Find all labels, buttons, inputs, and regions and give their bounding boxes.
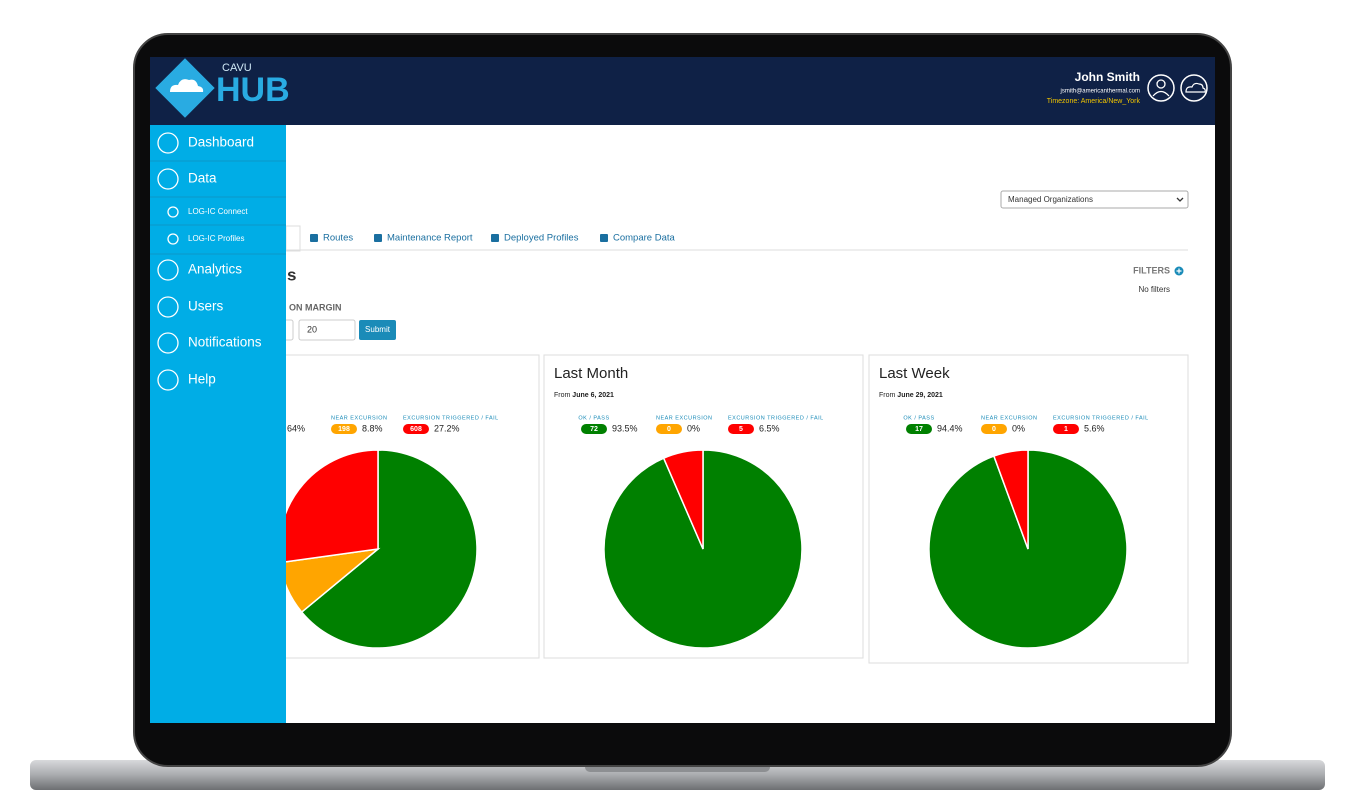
margin-input[interactable] [298, 319, 356, 341]
tab-icon [310, 234, 318, 242]
panel-title: Last Week [879, 365, 950, 382]
content: Managed Organizations s FILTERS No filte… [218, 190, 1189, 664]
tab[interactable]: Deployed Profiles [504, 233, 579, 244]
laptop-base [30, 760, 1325, 790]
nav-item[interactable]: Analytics [188, 262, 242, 277]
nav-icon [157, 296, 179, 318]
nav-icon [167, 233, 179, 245]
legend-badge [1053, 424, 1079, 434]
legend-count: 72 [590, 426, 598, 433]
legend-label: NEAR EXCURSION [981, 415, 1038, 421]
panel-title: Last Month [554, 365, 628, 382]
nav-item[interactable]: Notifications [188, 335, 262, 350]
legend-percent: 64% [287, 423, 305, 433]
profile-icon [1156, 79, 1166, 89]
nav-item[interactable]: Dashboard [188, 135, 254, 150]
logo-small: CAVU [222, 62, 252, 74]
nav-icon [157, 369, 179, 391]
date: June 6, 2021 [572, 392, 614, 399]
nav-icon [157, 168, 179, 190]
nav-item[interactable]: Data [188, 171, 217, 186]
legend-percent: 8.8% [362, 423, 383, 433]
header: CAVU HUB John Smith jsmith@americantherm… [150, 57, 1215, 125]
legend-count: 17 [915, 426, 923, 433]
section-title: s [287, 265, 296, 284]
margin-value: 20 [307, 324, 317, 334]
margin-label: ON MARGIN [289, 302, 342, 312]
tab-icon [491, 234, 499, 242]
date: June 29, 2021 [897, 392, 943, 399]
org-select-text: Managed Organizations [1008, 195, 1093, 204]
submit-text: Submit [365, 325, 391, 334]
legend-label: EXCURSION TRIGGERED / FAIL [403, 415, 499, 421]
filters-label[interactable]: FILTERS [1133, 265, 1170, 275]
legend-label: OK / PASS [903, 415, 934, 421]
pie-slice [300, 449, 478, 649]
profile-icon [1152, 90, 1170, 97]
legend-percent: 0% [1012, 423, 1025, 433]
legend-count: 0 [992, 426, 996, 433]
legend-label: NEAR EXCURSION [331, 415, 388, 421]
nav-icon [157, 332, 179, 354]
nav-item[interactable]: Users [188, 299, 224, 314]
legend-percent: 93.5% [612, 423, 638, 433]
legend-count: 1 [1064, 426, 1068, 433]
tab-icon [600, 234, 608, 242]
legend-label: NEAR EXCURSION [656, 415, 713, 421]
profile-button[interactable] [1147, 74, 1175, 102]
legend-label: EXCURSION TRIGGERED / FAIL [1053, 415, 1149, 421]
header-bg [150, 57, 1215, 125]
logo: HUB [216, 71, 290, 109]
legend-badge [581, 424, 607, 434]
nav-icon [157, 259, 179, 281]
legend-percent: 5.6% [1084, 423, 1105, 433]
timezone: Timezone: America/New_York [1047, 98, 1141, 105]
legend-percent: 94.4% [937, 423, 963, 433]
active-tab[interactable] [285, 225, 301, 252]
legend-badge [728, 424, 754, 434]
pie-slice [662, 449, 704, 550]
submit-button[interactable] [359, 320, 396, 340]
tab[interactable]: Maintenance Report [387, 233, 473, 244]
panel-subtitle: From June 29, 2021 [879, 392, 943, 399]
legend-badge [656, 424, 682, 434]
tab[interactable]: Routes [323, 233, 353, 244]
tab[interactable]: Compare Data [613, 233, 675, 244]
legend-badge [331, 424, 357, 434]
nav-icon [167, 206, 179, 218]
logout-icon [1185, 82, 1206, 93]
legend-count: 198 [338, 426, 350, 433]
legend-count: 0 [667, 426, 671, 433]
legend-label: EXCURSION TRIGGERED / FAIL [728, 415, 824, 421]
org-select[interactable] [1000, 190, 1189, 209]
logo-cloud [170, 79, 204, 92]
nav-item[interactable]: LOG-IC Connect [188, 207, 248, 216]
legend-count: 608 [410, 426, 422, 433]
nav-icon [157, 132, 179, 154]
pie-slice [992, 449, 1029, 550]
legend-label: OK / PASS [578, 415, 609, 421]
user-email: jsmith@americanthermal.com [1060, 89, 1140, 95]
legend-badge [981, 424, 1007, 434]
plus [1176, 268, 1182, 274]
panel-subtitle: From June 6, 2021 [554, 392, 614, 399]
sidebar: Dashboard Data LOG-IC Connect LOG-IC Profil… [150, 125, 286, 723]
legend-badge [403, 424, 429, 434]
nav-item[interactable]: LOG-IC Profiles [188, 234, 244, 243]
user-name: John Smith [1075, 70, 1140, 84]
legend-badge [906, 424, 932, 434]
legend-percent: 27.2% [434, 423, 460, 433]
logout-button[interactable] [1180, 74, 1208, 102]
legend-count: 5 [739, 426, 743, 433]
nav-item[interactable]: Help [188, 372, 216, 387]
legend-percent: 6.5% [759, 423, 780, 433]
tab-icon [374, 234, 382, 242]
filters-status: No filters [1138, 285, 1170, 294]
legend-percent: 0% [687, 423, 700, 433]
from-label: From [554, 392, 571, 399]
caret [1176, 197, 1184, 202]
from-label: From [879, 392, 896, 399]
